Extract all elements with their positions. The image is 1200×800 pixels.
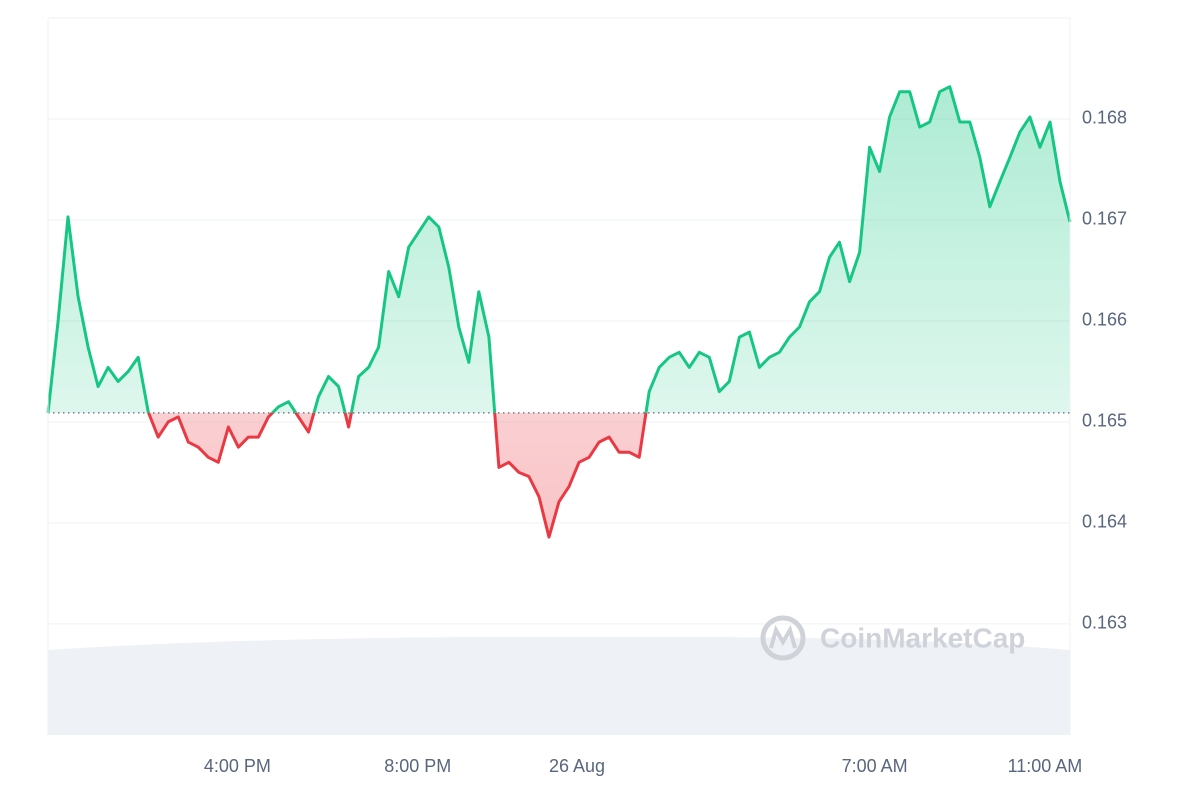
plot <box>46 85 1072 539</box>
area-down <box>48 412 1070 538</box>
x-tick-label: 4:00 PM <box>204 756 271 776</box>
x-tick-label: 11:00 AM <box>1008 756 1083 776</box>
watermark: CoinMarketCap <box>760 615 1025 661</box>
price-line-up <box>46 85 1072 413</box>
y-tick-label: 0.165 <box>1082 411 1127 431</box>
volume-area <box>48 636 1070 735</box>
y-tick-label: 0.166 <box>1082 310 1127 330</box>
area-up <box>48 86 1070 413</box>
y-tick-label: 0.164 <box>1082 512 1127 532</box>
x-tick-label: 26 Aug <box>549 756 605 776</box>
watermark-text: CoinMarketCap <box>820 622 1025 653</box>
x-tick-label: 8:00 PM <box>384 756 451 776</box>
y-tick-label: 0.163 <box>1082 613 1127 633</box>
price-line-down <box>47 412 648 539</box>
x-tick-label: 7:00 AM <box>842 756 908 776</box>
y-tick-label: 0.167 <box>1082 209 1127 229</box>
y-tick-label: 0.168 <box>1082 108 1127 128</box>
